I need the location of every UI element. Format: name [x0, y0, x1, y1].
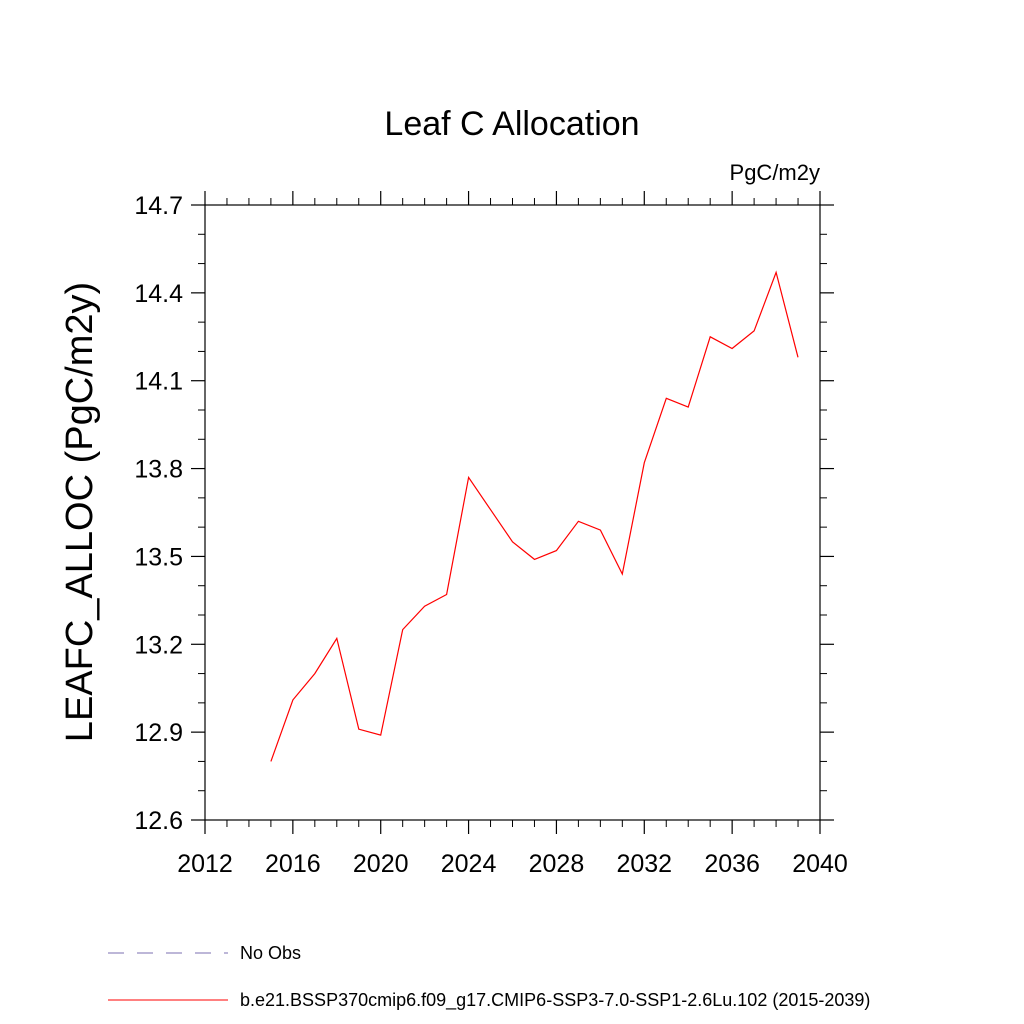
series-line [270, 270, 799, 762]
legend-label: No Obs [240, 943, 301, 963]
x-tick-label: 2032 [616, 850, 672, 878]
x-tick-label: 2016 [265, 850, 321, 878]
y-tick-label: 14.4 [134, 280, 183, 308]
x-tick-label: 2036 [704, 850, 760, 878]
y-axis-label: LEAFC_ALLOC (PgC/m2y) [59, 282, 101, 742]
axis-ticks: 2012 2016 2020 2024 2028 2032 2036 2040 12.6 12.9… [134, 191, 848, 878]
y-tick-label: 12.6 [134, 807, 183, 835]
x-tick-label: 2012 [177, 850, 233, 878]
chart-title: Leaf C Allocation [384, 105, 639, 143]
y-tick-label: 13.8 [134, 456, 183, 484]
y-tick-label: 14.7 [134, 192, 183, 220]
y-tick-label: 13.2 [134, 631, 183, 659]
y-tick-label: 13.5 [134, 543, 183, 571]
x-tick-label: 2040 [792, 850, 848, 878]
units-label: PgC/m2y [730, 160, 820, 185]
series-layer [270, 270, 799, 762]
y-tick-label: 12.9 [134, 719, 183, 747]
y-tick-label: 14.1 [134, 368, 183, 396]
legend-label: b.e21.BSSP370cmip6.f09_g17.CMIP6-SSP3-7.… [240, 990, 870, 1011]
x-tick-label: 2028 [529, 850, 585, 878]
x-tick-label: 2020 [353, 850, 409, 878]
legend: No Obs b.e21.BSSP370cmip6.f09_g17.CMIP6-S… [108, 943, 870, 1011]
x-tick-label: 2024 [441, 850, 497, 878]
plot-frame [204, 204, 821, 821]
